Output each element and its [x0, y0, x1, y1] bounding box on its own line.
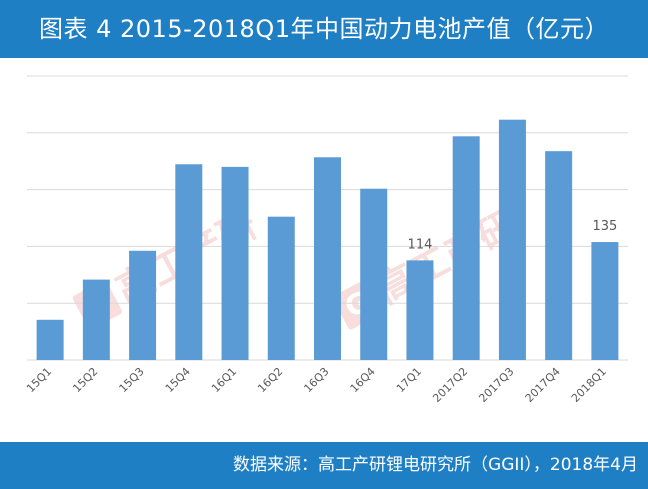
x-tick-label: 16Q2 [255, 365, 285, 395]
x-tick-label: 2017Q2 [430, 365, 470, 405]
data-label: 135 [592, 219, 617, 234]
bar-16q4 [360, 188, 388, 360]
bars [36, 119, 619, 360]
bar-16q1 [221, 166, 249, 360]
chart-title: 图表 4 2015-2018Q1年中国动力电池产值（亿元） [38, 15, 609, 43]
x-axis-labels: 15Q1 15Q2 15Q3 15Q4 16Q1 16Q2 16Q3 16Q4 17Q1 2017… [24, 365, 609, 405]
x-tick-label: 16Q1 [209, 365, 239, 395]
x-tick-label: 16Q4 [348, 365, 378, 395]
bar-2017q2 [452, 136, 480, 360]
bar-2017q4 [545, 151, 573, 360]
x-tick-label: 15Q2 [70, 365, 100, 395]
bar-16q2 [267, 216, 295, 360]
source-note: 数据来源：高工产研锂电研究所（GGII），2018年4月 [233, 455, 638, 475]
bar-15q2 [82, 279, 110, 360]
bar-15q3 [129, 250, 157, 360]
bar-17q1 [406, 260, 434, 360]
x-tick-label: 17Q1 [394, 365, 424, 395]
bar-2017q3 [498, 119, 526, 360]
bar-16q3 [314, 157, 341, 360]
x-tick-label: 2017Q4 [523, 365, 563, 405]
bar-15q1 [36, 319, 64, 360]
x-tick-label: 15Q1 [24, 365, 54, 395]
x-tick-label: 16Q3 [301, 365, 331, 395]
footer-bar: 数据来源：高工产研锂电研究所（GGII），2018年4月 [0, 442, 648, 489]
title-bar: 图表 4 2015-2018Q1年中国动力电池产值（亿元） [0, 0, 648, 58]
x-tick-label: 15Q3 [117, 365, 147, 395]
bar-2018q1 [591, 242, 619, 360]
x-tick-label: 2017Q3 [476, 365, 516, 405]
data-labels: 114 135 [408, 219, 618, 252]
x-tick-label: 2018Q1 [569, 365, 609, 405]
x-tick-label: 15Q4 [163, 365, 193, 395]
bar-15q4 [175, 164, 203, 360]
data-label: 114 [408, 237, 433, 252]
